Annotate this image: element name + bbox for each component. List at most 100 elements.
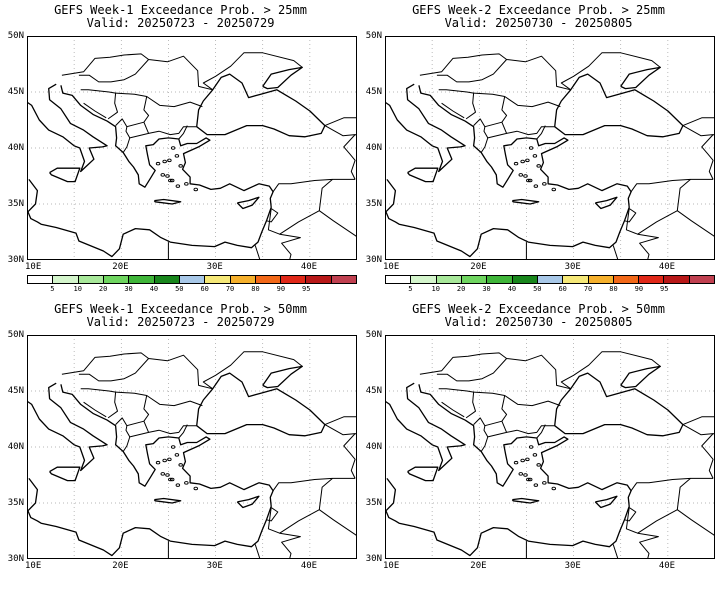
colorbar-tick-label: 40 bbox=[507, 285, 517, 293]
island bbox=[533, 483, 539, 487]
colorbar-tick-label: 10 bbox=[431, 285, 440, 293]
colorbar-swatch bbox=[487, 276, 513, 283]
country-border bbox=[441, 401, 465, 418]
colorbar-swatch bbox=[306, 276, 332, 283]
coastline bbox=[385, 382, 466, 472]
country-border bbox=[343, 433, 356, 479]
country-border bbox=[267, 179, 333, 235]
coastline bbox=[511, 198, 540, 205]
coastline bbox=[196, 73, 326, 138]
island bbox=[178, 164, 183, 168]
island bbox=[528, 146, 534, 150]
island bbox=[162, 458, 167, 463]
colorbar-tick-label: 80 bbox=[609, 285, 618, 293]
colorbar-tick-label: 95 bbox=[302, 285, 311, 293]
country-border bbox=[682, 424, 715, 436]
country-border bbox=[438, 388, 476, 419]
lon-tick-label: 10E bbox=[383, 561, 400, 571]
island bbox=[165, 174, 170, 178]
country-border bbox=[612, 544, 619, 559]
lat-tick-label: 40N bbox=[365, 143, 382, 153]
map-frame bbox=[27, 335, 357, 559]
country-border bbox=[343, 134, 356, 180]
island bbox=[526, 477, 531, 482]
island bbox=[518, 173, 524, 177]
country-border bbox=[279, 233, 301, 260]
panel-valid-dates: Valid: 20250723 - 20250729 bbox=[86, 16, 275, 30]
island bbox=[536, 164, 541, 168]
island bbox=[528, 445, 534, 449]
country-border bbox=[441, 102, 465, 119]
country-border bbox=[324, 424, 357, 436]
colorbar-swatch bbox=[28, 276, 54, 283]
lat-tick-label: 35N bbox=[7, 199, 24, 209]
country-border bbox=[506, 425, 555, 435]
map-panel: GEFS Week-1 Exceedance Prob. > 50mm Valid… bbox=[0, 299, 361, 598]
island bbox=[184, 182, 189, 186]
colorbar-ticks: 5 10 20 30 40 50 60 70 80 90 95 bbox=[385, 285, 715, 295]
colorbar-swatch bbox=[689, 276, 715, 283]
island bbox=[174, 154, 180, 158]
lon-tick-label: 30E bbox=[564, 262, 581, 272]
country-border bbox=[483, 122, 508, 139]
lon-tick-label: 30E bbox=[564, 561, 581, 571]
island bbox=[532, 453, 538, 457]
colorbar-swatch bbox=[512, 276, 538, 283]
island bbox=[542, 481, 547, 485]
colorbar-swatch bbox=[103, 276, 130, 283]
lon-tick-label: 20E bbox=[112, 561, 129, 571]
country-border bbox=[473, 391, 508, 427]
lon-tick-label: 10E bbox=[383, 262, 400, 272]
colorbar-tick-label: 70 bbox=[583, 285, 593, 293]
country-border bbox=[115, 391, 150, 427]
coastline bbox=[153, 497, 182, 504]
country-border bbox=[78, 59, 149, 83]
country-border bbox=[125, 421, 150, 438]
country-border bbox=[625, 478, 691, 534]
island bbox=[513, 460, 519, 465]
coastline bbox=[594, 196, 618, 210]
country-border bbox=[146, 395, 203, 407]
island bbox=[178, 463, 183, 467]
country-border bbox=[319, 509, 357, 537]
country-border bbox=[483, 421, 508, 438]
coastline bbox=[196, 372, 326, 437]
lon-tick-label: 40E bbox=[300, 561, 318, 571]
colorbar-tick-label: 60 bbox=[558, 285, 567, 293]
coastline bbox=[620, 365, 661, 389]
country-border bbox=[701, 134, 714, 180]
lat-tick-label: 45N bbox=[7, 386, 24, 396]
island bbox=[160, 472, 166, 476]
colorbar-tick-label: 95 bbox=[660, 285, 669, 293]
island bbox=[551, 187, 557, 192]
coastline bbox=[385, 85, 632, 258]
coastline bbox=[511, 497, 540, 504]
country-border bbox=[122, 137, 131, 153]
lat-tick-label: 35N bbox=[7, 498, 24, 508]
island bbox=[526, 178, 531, 183]
country-border bbox=[419, 53, 571, 91]
lat-tick-label: 45N bbox=[365, 87, 382, 97]
island bbox=[518, 472, 524, 476]
colorbar-tick-label: 90 bbox=[276, 285, 286, 293]
colorbar-swatch bbox=[281, 276, 307, 283]
country-border bbox=[83, 401, 107, 418]
colorbar-swatch bbox=[411, 276, 437, 283]
island bbox=[162, 159, 167, 164]
country-border bbox=[480, 137, 489, 153]
country-border bbox=[560, 351, 661, 390]
country-border bbox=[83, 102, 107, 119]
coastline bbox=[554, 73, 684, 138]
lat-tick-label: 50N bbox=[7, 330, 24, 340]
colorbar-swatch bbox=[255, 276, 282, 283]
colorbar-tick-label: 20 bbox=[456, 285, 466, 293]
island bbox=[520, 159, 525, 164]
colorbar-swatch bbox=[230, 276, 256, 283]
country-border bbox=[682, 117, 715, 127]
island bbox=[170, 445, 176, 449]
island bbox=[165, 473, 170, 477]
country-border bbox=[630, 178, 714, 192]
country-border bbox=[536, 424, 546, 439]
country-border bbox=[148, 126, 197, 136]
island bbox=[520, 458, 525, 463]
